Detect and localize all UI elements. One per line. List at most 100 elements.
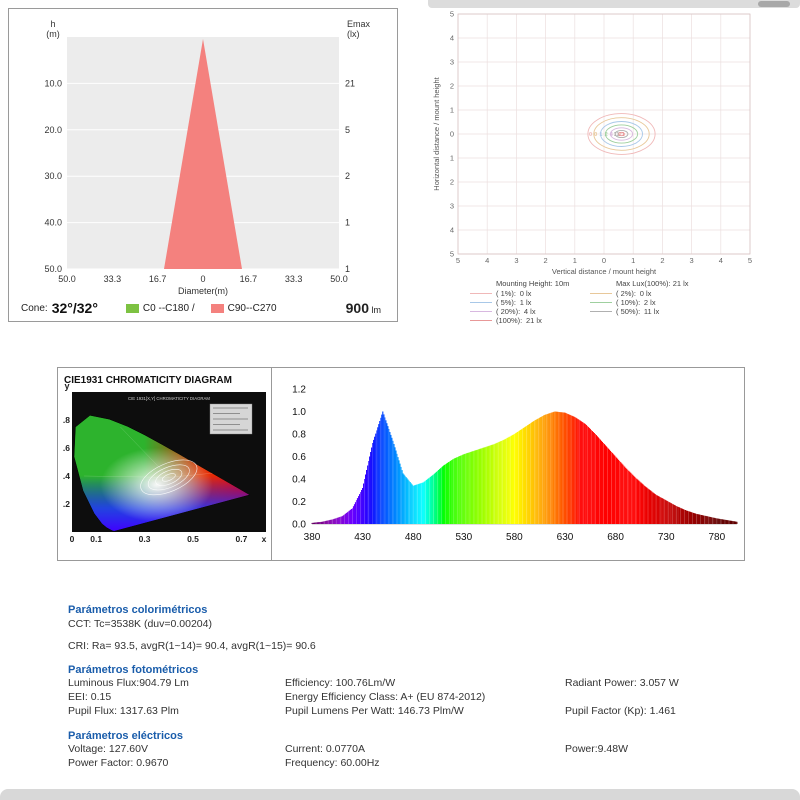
svg-text:20.0: 20.0	[44, 125, 62, 135]
electrical-heading: Parámetros eléctricos	[68, 730, 183, 742]
svg-text:0.3: 0.3	[139, 534, 151, 544]
svg-text:( 2%): 0 lx: ( 2%): 0 lx	[616, 289, 652, 298]
svg-text:0.1: 0.1	[90, 534, 102, 544]
param-value: EEI: 0.15	[68, 691, 112, 703]
svg-text:.2: .2	[63, 499, 70, 509]
svg-text:(100%): 21 lx: (100%): 21 lx	[496, 316, 542, 325]
svg-text:( 20%): 4 lx: ( 20%): 4 lx	[496, 307, 536, 316]
svg-text:0: 0	[594, 132, 597, 138]
svg-text:3: 3	[690, 256, 694, 265]
c90-c270-label: C90--C270	[227, 302, 277, 314]
cone-diagram-chart: 10.0 20.0 30.0 40.0 50.0 21 5 2 1 1 50.0 33.3 16.7 0 1…	[9, 9, 397, 304]
svg-text:1: 1	[450, 154, 454, 163]
svg-text:0.6: 0.6	[292, 452, 306, 463]
svg-text:16.7: 16.7	[240, 274, 258, 284]
svg-text:680: 680	[607, 532, 624, 543]
svg-text:630: 630	[557, 532, 574, 543]
svg-text:780: 780	[708, 532, 725, 543]
electrical-rows: Voltage: 127.60V Current: 0.0770A Power:9.…	[68, 743, 778, 770]
cie1931-svg: CIE1931 CHROMATICITY DIAGRAM CIE 1931[X,…	[63, 375, 267, 544]
svg-text:33.3: 33.3	[104, 274, 122, 284]
luminous-flux-badge: 900 lm	[346, 300, 381, 316]
svg-text:Vertical distance / mount heig: Vertical distance / mount height	[552, 267, 657, 276]
svg-text:y: y	[64, 381, 69, 391]
param-value: Radiant Power: 3.057 W	[565, 677, 679, 689]
svg-text:0: 0	[450, 130, 454, 139]
svg-text:CIE1931 CHROMATICITY DIAGRAM: CIE1931 CHROMATICITY DIAGRAM	[64, 375, 232, 386]
svg-text:.8: .8	[63, 415, 70, 425]
svg-text:( 5%): 1 lx: ( 5%): 1 lx	[496, 298, 532, 307]
svg-text:Horizontal distance / mount he: Horizontal distance / mount height	[432, 76, 441, 190]
param-value: Luminous Flux:904.79 Lm	[68, 677, 189, 689]
svg-text:1: 1	[345, 264, 350, 274]
svg-text:3: 3	[450, 58, 454, 67]
svg-text:CIE 1931[X,Y] CHROMATICITY DIA: CIE 1931[X,Y] CHROMATICITY DIAGRAM	[128, 396, 210, 401]
parameters-section: Parámetros colorimétricos CCT: Tc=3538K …	[68, 604, 778, 770]
svg-text:50.0: 50.0	[330, 274, 348, 284]
svg-text:Mounting Height: 10m: Mounting Height: 10m	[496, 279, 569, 288]
svg-text:4: 4	[450, 34, 454, 43]
svg-text:(m): (m)	[46, 29, 60, 39]
photometric-heading: Parámetros fotométricos	[68, 664, 199, 676]
svg-text:0.4: 0.4	[292, 475, 306, 486]
svg-text:5: 5	[748, 256, 752, 265]
svg-text:2: 2	[345, 171, 350, 181]
svg-text:5: 5	[345, 125, 350, 135]
svg-text:2: 2	[660, 256, 664, 265]
svg-text:0: 0	[200, 274, 205, 284]
svg-text:2: 2	[450, 82, 454, 91]
svg-text:50.0: 50.0	[44, 264, 62, 274]
colorimetric-heading: Parámetros colorimétricos	[68, 604, 208, 616]
svg-text:1: 1	[345, 218, 350, 228]
svg-text:2: 2	[544, 256, 548, 265]
spectrum-chart: 1.2 1.0 0.8 0.6 0.4 0.2 0.0 380 430 480 530 580 630 6…	[276, 374, 746, 559]
svg-text:16.7: 16.7	[149, 274, 167, 284]
photometric-rows: Luminous Flux:904.79 Lm Efficiency: 100.7…	[68, 677, 778, 718]
cone-angle-value: 32°/32°	[51, 300, 98, 316]
svg-text:40.0: 40.0	[44, 218, 62, 228]
svg-text:0: 0	[602, 256, 606, 265]
svg-text:0.8: 0.8	[292, 430, 306, 441]
svg-text:21: 21	[619, 132, 625, 138]
svg-text:380: 380	[304, 532, 321, 543]
cct-value: CCT: Tc=3538K (duv=0.00204)	[68, 618, 212, 630]
svg-text:3: 3	[514, 256, 518, 265]
param-value: Power Factor: 0.9670	[68, 757, 169, 769]
svg-text:Emax: Emax	[347, 19, 371, 29]
flux-value: 900	[345, 300, 369, 316]
spectrum-section: 1.2 1.0 0.8 0.6 0.4 0.2 0.0 380 430 480 530 580 630 6…	[272, 368, 746, 560]
param-value: Pupil Flux: 1317.63 Plm	[68, 705, 179, 717]
param-row: Voltage: 127.60V Current: 0.0770A Power:9.…	[68, 743, 778, 756]
svg-text:5: 5	[450, 10, 454, 19]
svg-text:480: 480	[405, 532, 422, 543]
svg-text:.6: .6	[63, 443, 70, 453]
svg-text:2: 2	[450, 178, 454, 187]
c90-c270-swatch	[210, 303, 224, 313]
svg-text:5: 5	[450, 250, 454, 259]
svg-text:0.0: 0.0	[292, 520, 306, 531]
param-value: Pupil Lumens Per Watt: 146.73 Plm/W	[285, 705, 464, 717]
svg-text:4: 4	[610, 132, 614, 138]
svg-text:0.2: 0.2	[292, 497, 306, 508]
bottom-scrollbar[interactable]	[0, 789, 800, 800]
svg-text:1: 1	[631, 256, 635, 265]
svg-text:1: 1	[573, 256, 577, 265]
param-value: Efficiency: 100.76Lm/W	[285, 677, 396, 689]
cie-chromaticity-chart: CIE1931 CHROMATICITY DIAGRAM CIE 1931[X,…	[60, 370, 271, 553]
flux-unit: lm	[371, 305, 382, 315]
svg-text:11: 11	[614, 132, 620, 138]
toolbar-handle[interactable]	[758, 1, 790, 7]
svg-text:730: 730	[658, 532, 675, 543]
color-spectrum-panel: CIE1931 CHROMATICITY DIAGRAM CIE 1931[X,…	[57, 367, 745, 561]
param-value	[565, 757, 778, 770]
svg-text:21: 21	[345, 78, 355, 88]
param-row: Luminous Flux:904.79 Lm Efficiency: 100.7…	[68, 677, 778, 690]
cone-diagram-panel: 10.0 20.0 30.0 40.0 50.0 21 5 2 1 1 50.0 33.3 16.7 0 1…	[8, 8, 398, 322]
isolux-chart: 5 5 4 4 3 3 2 2 1 1 0 0 1 1 2 2 3 3 4 4 5 5 Horizontal distanc…	[430, 10, 792, 335]
svg-text:( 50%): 11 lx: ( 50%): 11 lx	[616, 307, 659, 316]
param-value	[565, 691, 778, 704]
